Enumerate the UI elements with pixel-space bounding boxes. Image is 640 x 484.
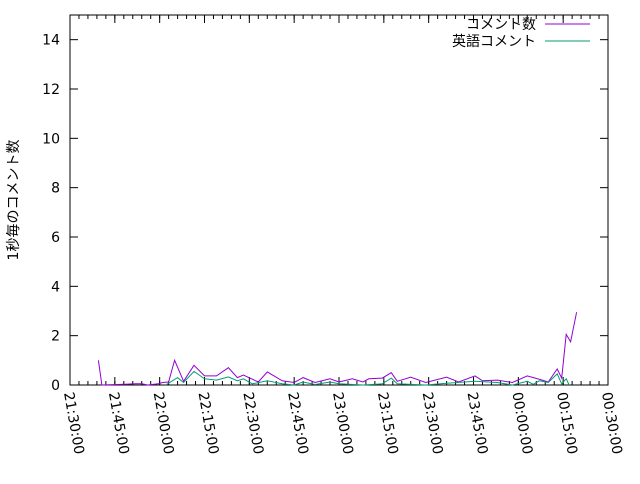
y-tick-label: 12 [42,82,60,98]
x-tick-label: 21:45:00 [105,391,132,456]
x-tick-label: 22:00:00 [150,391,177,456]
x-tick-label: 00:30:00 [598,391,625,456]
y-tick-label: 14 [42,33,60,49]
plot-border [69,14,609,386]
y-tick-label: 2 [51,329,60,345]
y-tick-label: 4 [51,279,60,295]
y-tick-label: 6 [51,230,60,246]
series-layer [97,312,578,386]
axes: 0 2 4 6 8 10 12 14 21:30:00 21:45:00 22:00:00 22:15… [42,14,625,456]
x-tick-label: 22:45:00 [284,391,311,456]
x-tick-label: 00:15:00 [553,391,580,456]
x-tick-label: 22:30:00 [239,391,266,456]
x-tick-label: 23:15:00 [374,391,401,456]
y-axis-label: 1秒毎のコメント数 [6,140,22,261]
legend-label: コメント数 [466,17,536,33]
x-tick-label: 23:00:00 [329,391,356,456]
x-tick-label: 00:00:00 [508,391,535,456]
y-tick-label: 8 [51,181,60,197]
y-tick-label: 10 [42,131,60,147]
x-tick-label: 21:30:00 [60,391,87,456]
x-tick-label: 22:15:00 [195,391,222,456]
series-line-0 [97,312,578,386]
x-tick-label: 23:45:00 [464,391,491,456]
legend-label: 英語コメント [452,33,536,50]
x-tick-label: 23:30:00 [419,391,446,456]
y-tick-label: 0 [51,378,60,394]
series-line-1 [165,370,570,386]
